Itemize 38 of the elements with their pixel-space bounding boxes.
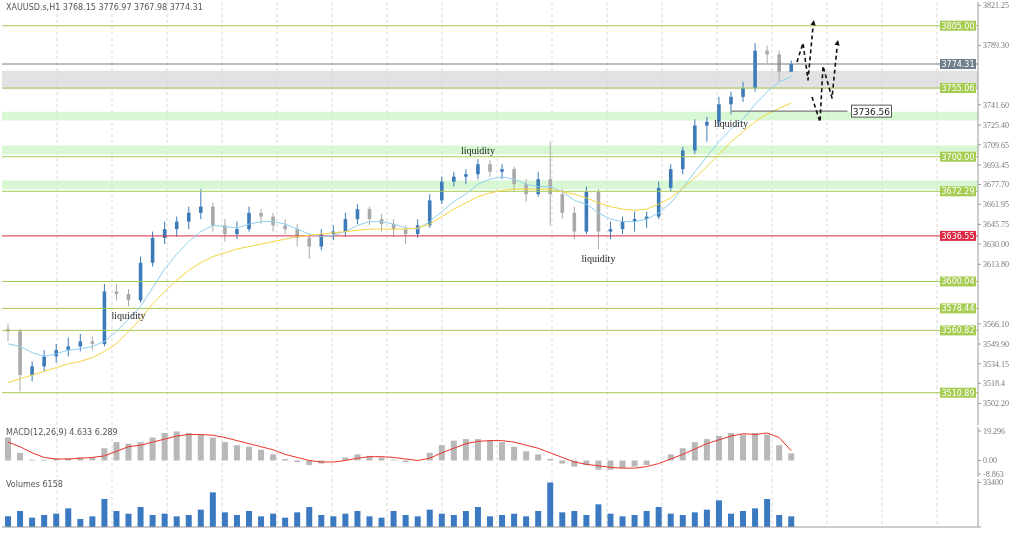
- ref-line-label: 3805.00: [941, 21, 975, 31]
- y-tick-label: 3645.75: [983, 220, 1009, 230]
- y-tick-label: 33400: [983, 478, 1003, 488]
- ref-line-label: 3578.44: [941, 304, 975, 314]
- ref-line-label: 3510.89: [941, 388, 975, 398]
- ref-line-label: 3672.29: [941, 187, 975, 197]
- y-tick-label: 3677.70: [983, 180, 1009, 190]
- annotation: liquidity: [581, 253, 616, 265]
- chart-title: XAUUSD.s,H1 3768.15 3776.97 3767.98 3774.31: [6, 3, 203, 12]
- ref-line-label: 3774.31: [941, 60, 975, 69]
- annotation: liquidity: [111, 310, 146, 322]
- annotation: liquidity: [714, 118, 748, 130]
- y-tick-label: 3725.40: [983, 120, 1009, 130]
- annotation: liquidity: [461, 145, 495, 157]
- y-tick-label: 0.00: [983, 456, 997, 466]
- y-tick-label: 3661.95: [983, 200, 1009, 210]
- y-tick-label: 3613.80: [983, 260, 1009, 270]
- ref-line-label: 3600.04: [941, 277, 975, 287]
- chart-title: MACD(12,26,9) 4.633 6.289: [6, 428, 118, 437]
- y-tick-label: 3566.10: [983, 319, 1009, 329]
- y-tick-label: 3741.60: [983, 100, 1009, 110]
- annotation: 3736.56: [852, 106, 891, 117]
- y-tick-label: 3821.25: [983, 1, 1009, 11]
- y-tick-label: -8.863: [983, 469, 1004, 479]
- y-tick-label: 3518.4: [983, 379, 1005, 389]
- y-tick-label: 3630.00: [983, 239, 1009, 249]
- y-tick-label: 3502.20: [983, 399, 1009, 409]
- y-tick-label: 19.296: [983, 426, 1005, 436]
- y-tick-label: 3709.65: [983, 140, 1009, 150]
- ref-line-label: 3755.06: [941, 84, 975, 94]
- chart-title: Volumes 6158: [6, 480, 63, 489]
- ref-line-label: 3560.82: [941, 326, 975, 336]
- y-tick-label: 3693.45: [983, 160, 1009, 170]
- y-tick-label: 3789.30: [983, 41, 1009, 51]
- ref-line-label: 3700.00: [941, 152, 975, 162]
- ref-line-label: 3636.55: [941, 231, 975, 241]
- y-tick-label: 3534.15: [983, 359, 1009, 369]
- y-tick-label: 3549.90: [983, 339, 1009, 349]
